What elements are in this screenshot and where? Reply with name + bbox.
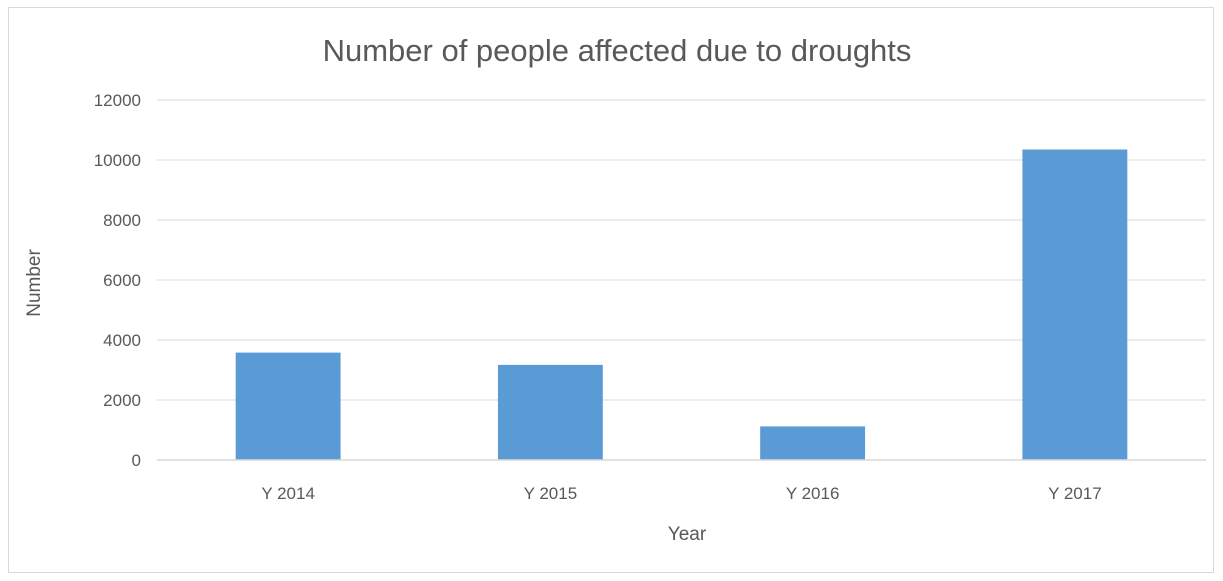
y-tick-label: 0 <box>132 451 141 470</box>
y-tick-label: 8000 <box>103 211 141 230</box>
bar <box>497 364 603 460</box>
chart-title: Number of people affected due to drought… <box>323 33 912 68</box>
x-axis-ticks: Y 2014 Y 2015 Y 2016 Y 2017 <box>261 484 1101 503</box>
bar <box>1022 149 1128 460</box>
bar <box>760 426 866 460</box>
y-tick-label: 4000 <box>103 331 141 350</box>
chart-frame <box>8 7 1214 573</box>
y-axis-ticks: 0 2000 4000 6000 8000 10000 12000 <box>94 91 141 470</box>
x-tick-label: Y 2016 <box>786 484 840 503</box>
x-tick-label: Y 2017 <box>1048 484 1102 503</box>
x-tick-label: Y 2015 <box>524 484 578 503</box>
x-tick-label: Y 2014 <box>261 484 315 503</box>
x-axis-title: Year <box>668 524 707 545</box>
bars <box>235 149 1128 460</box>
y-tick-label: 2000 <box>103 391 141 410</box>
y-tick-label: 6000 <box>103 271 141 290</box>
y-axis-title: Number <box>24 249 45 317</box>
y-tick-label: 10000 <box>94 151 141 170</box>
bar <box>235 352 341 460</box>
y-tick-label: 12000 <box>94 91 141 110</box>
